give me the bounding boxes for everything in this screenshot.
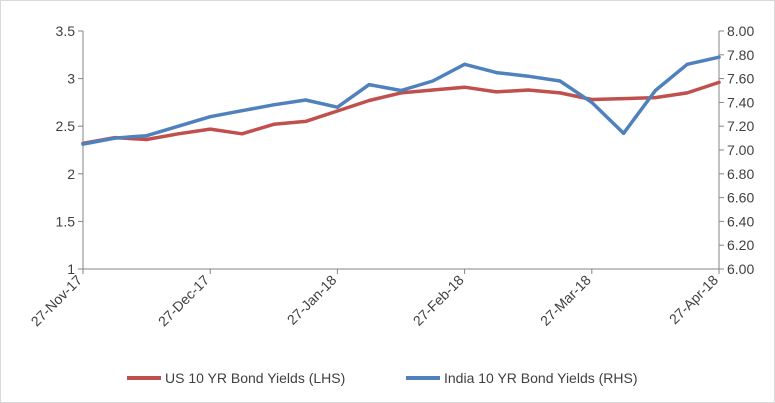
india-yield-point <box>463 62 467 66</box>
left-tick-label: 1 <box>67 261 75 277</box>
us-yield-point <box>653 96 658 100</box>
x-tick-label: 27-Mar-18 <box>537 272 594 329</box>
right-tick-label: 7.40 <box>727 94 754 110</box>
right-tick-label: 8.00 <box>727 23 754 39</box>
india-yield-point <box>653 88 658 93</box>
india-yield-point <box>304 98 308 102</box>
india-yield-point <box>81 142 85 146</box>
x-tick-label: 27-Dec-17 <box>155 272 213 330</box>
india-yield-point <box>208 115 212 119</box>
x-tick-label: 27-Apr-18 <box>666 272 721 327</box>
india-yield-point <box>335 105 339 109</box>
us-yield-point <box>431 88 435 92</box>
us-yield-point <box>176 132 180 136</box>
x-tick-label: 27-Nov-17 <box>28 272 86 330</box>
us-yield-point <box>304 119 308 124</box>
us-yield-point <box>145 137 149 142</box>
india-yield-line <box>81 55 721 146</box>
india-yield-point <box>590 100 594 104</box>
legend-us-label: US 10 YR Bond Yields (LHS) <box>165 370 345 386</box>
right-tick-label: 6.00 <box>727 261 754 277</box>
india-yield-point <box>240 109 244 113</box>
left-tick-label: 2 <box>67 166 75 182</box>
us-yield-point <box>272 122 276 126</box>
india-yield-point <box>113 136 117 140</box>
india-yield-point <box>145 134 149 138</box>
us-yield-point <box>558 91 562 95</box>
right-tick-label: 6.80 <box>727 166 754 182</box>
right-tick-label: 7.80 <box>727 47 754 63</box>
us-yield-point <box>240 132 244 136</box>
india-yield-point <box>558 79 562 83</box>
us-yield-point <box>494 90 498 94</box>
us-yield-point <box>367 98 371 103</box>
us-yield-point <box>463 85 467 89</box>
right-tick-label: 6.40 <box>727 213 754 229</box>
us-yield-point <box>208 127 212 131</box>
us-yield-point <box>685 91 689 95</box>
india-yield-point <box>494 71 498 75</box>
india-yield-point <box>622 131 626 135</box>
left-tick-label: 2.5 <box>56 118 76 134</box>
left-tick-label: 3.5 <box>56 23 76 39</box>
india-yield-point <box>685 62 689 66</box>
x-tick-label: 27-Jan-18 <box>284 272 340 328</box>
legend-india-label: India 10 YR Bond Yields (RHS) <box>444 370 638 386</box>
us-yield-point <box>526 88 530 92</box>
left-tick-label: 3 <box>67 71 75 87</box>
india-yield-point <box>272 103 276 107</box>
india-yield-point <box>176 124 180 128</box>
india-yield-point <box>717 55 721 59</box>
us-yield-point <box>717 80 721 85</box>
india-yield-point <box>431 79 435 83</box>
left-tick-label: 1.5 <box>56 213 76 229</box>
right-tick-label: 7.20 <box>727 118 754 134</box>
right-tick-label: 7.60 <box>727 71 754 87</box>
right-tick-label: 6.20 <box>727 237 754 253</box>
india-yield-point <box>367 82 371 87</box>
us-yield-point <box>335 109 339 113</box>
x-tick-label: 27-Feb-18 <box>410 272 467 329</box>
right-tick-label: 6.60 <box>727 190 754 206</box>
india-yield-point <box>399 88 403 93</box>
us-yield-point <box>622 96 626 101</box>
right-tick-label: 7.00 <box>727 142 754 158</box>
india-yield-point <box>526 74 530 78</box>
